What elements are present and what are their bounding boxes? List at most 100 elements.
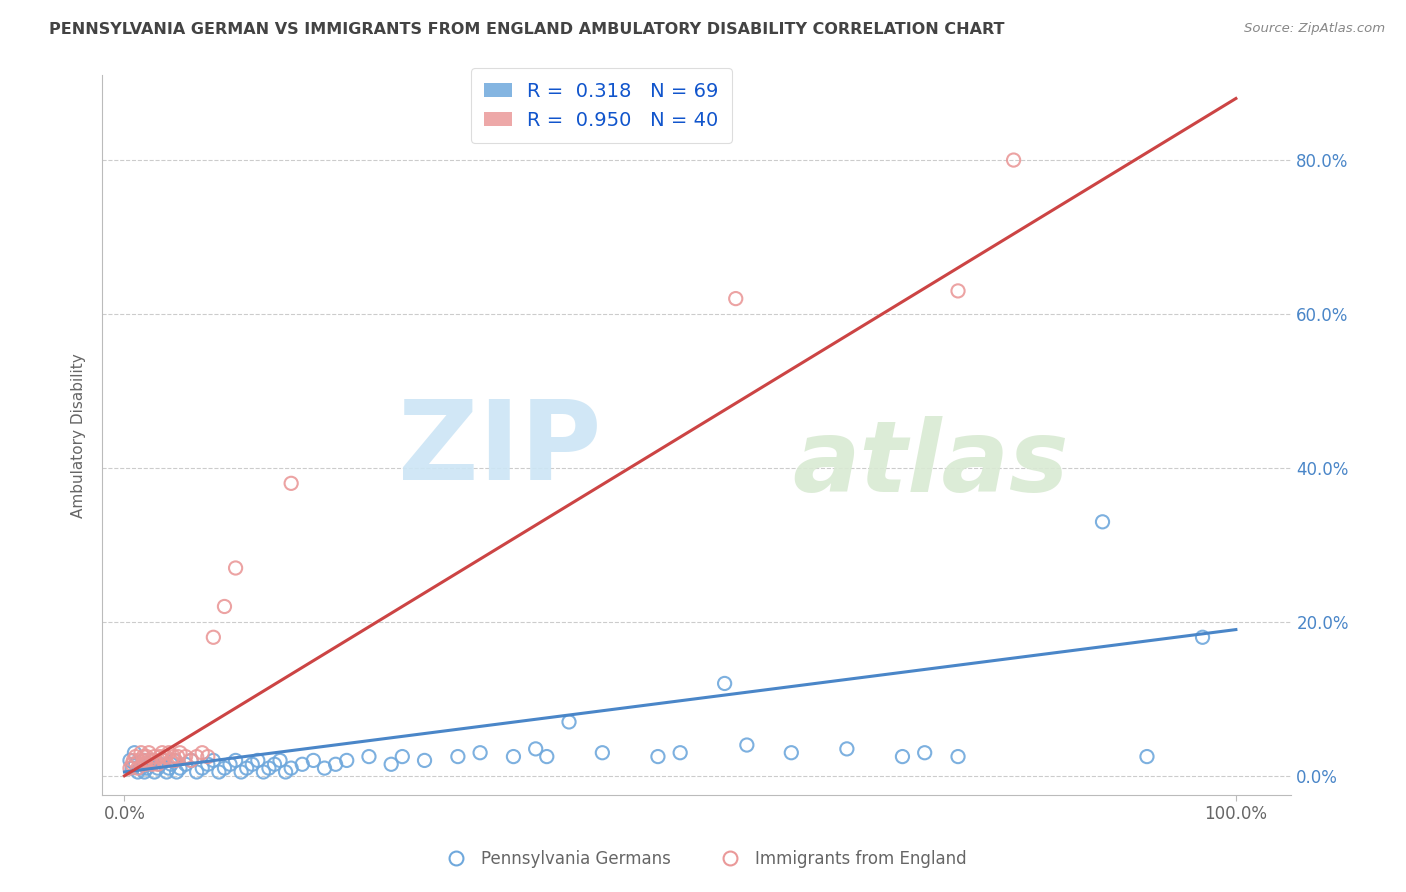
Point — [149, 749, 172, 764]
Point — [191, 761, 214, 775]
Legend: R =  0.318   N = 69, R =  0.950   N = 40: R = 0.318 N = 69, R = 0.950 N = 40 — [471, 68, 733, 143]
Point — [536, 749, 558, 764]
Point — [138, 757, 160, 772]
Point — [157, 746, 180, 760]
Point — [669, 746, 692, 760]
Point — [157, 761, 180, 775]
Point — [1091, 515, 1114, 529]
Point — [141, 753, 163, 767]
Point — [914, 746, 936, 760]
Point — [152, 753, 174, 767]
Point — [558, 714, 581, 729]
Point — [1002, 153, 1025, 167]
Point — [214, 599, 236, 614]
Point — [174, 757, 197, 772]
Point — [380, 757, 402, 772]
Point — [145, 753, 167, 767]
Point — [169, 746, 191, 760]
Text: ZIP: ZIP — [398, 396, 602, 503]
Point — [124, 749, 146, 764]
Point — [132, 749, 155, 764]
Point — [274, 764, 297, 779]
Point — [180, 753, 202, 767]
Point — [502, 749, 524, 764]
Point — [197, 749, 219, 764]
Point — [143, 764, 166, 779]
Point — [118, 761, 141, 775]
Point — [269, 753, 291, 767]
Point — [146, 757, 169, 772]
Point — [134, 764, 156, 779]
Text: Source: ZipAtlas.com: Source: ZipAtlas.com — [1244, 22, 1385, 36]
Point — [946, 284, 969, 298]
Point — [128, 753, 150, 767]
Point — [713, 676, 735, 690]
Point — [152, 753, 174, 767]
Point — [166, 749, 188, 764]
Point — [160, 757, 183, 772]
Point — [146, 761, 169, 775]
Point — [1191, 630, 1213, 644]
Point — [280, 761, 302, 775]
Point — [156, 764, 179, 779]
Point — [121, 757, 143, 772]
Point — [150, 746, 173, 760]
Point — [302, 753, 325, 767]
Point — [225, 753, 247, 767]
Point — [447, 749, 470, 764]
Point — [135, 749, 157, 764]
Point — [132, 753, 155, 767]
Text: PENNSYLVANIA GERMAN VS IMMIGRANTS FROM ENGLAND AMBULATORY DISABILITY CORRELATION: PENNSYLVANIA GERMAN VS IMMIGRANTS FROM E… — [49, 22, 1005, 37]
Point — [391, 749, 413, 764]
Point — [735, 738, 758, 752]
Point — [191, 746, 214, 760]
Point — [325, 757, 347, 772]
Point — [413, 753, 436, 767]
Point — [122, 753, 145, 767]
Point — [780, 746, 803, 760]
Point — [197, 757, 219, 772]
Point — [124, 757, 146, 772]
Point — [169, 761, 191, 775]
Point — [336, 753, 359, 767]
Point — [162, 749, 184, 764]
Point — [524, 742, 547, 756]
Point — [143, 749, 166, 764]
Point — [135, 757, 157, 772]
Point — [163, 753, 186, 767]
Point — [135, 761, 157, 775]
Point — [214, 761, 236, 775]
Text: atlas: atlas — [792, 416, 1069, 513]
Point — [225, 561, 247, 575]
Point — [291, 757, 314, 772]
Point — [129, 746, 152, 760]
Point — [257, 761, 280, 775]
Point — [263, 757, 285, 772]
Point — [835, 742, 858, 756]
Point — [155, 749, 177, 764]
Point — [186, 764, 208, 779]
Point — [647, 749, 669, 764]
Point — [240, 757, 263, 772]
Point — [468, 746, 491, 760]
Point — [166, 764, 188, 779]
Point — [174, 749, 197, 764]
Point — [235, 761, 257, 775]
Point — [118, 753, 141, 767]
Point — [208, 764, 231, 779]
Point — [314, 761, 336, 775]
Point — [724, 292, 747, 306]
Point — [231, 764, 253, 779]
Point — [138, 746, 160, 760]
Point — [134, 753, 156, 767]
Point — [121, 761, 143, 775]
Point — [127, 761, 149, 775]
Point — [186, 749, 208, 764]
Point — [149, 757, 172, 772]
Point — [591, 746, 613, 760]
Point — [202, 630, 225, 644]
Point — [246, 753, 269, 767]
Point — [280, 476, 302, 491]
Point — [946, 749, 969, 764]
Legend: Pennsylvania Germans, Immigrants from England: Pennsylvania Germans, Immigrants from En… — [433, 844, 973, 875]
